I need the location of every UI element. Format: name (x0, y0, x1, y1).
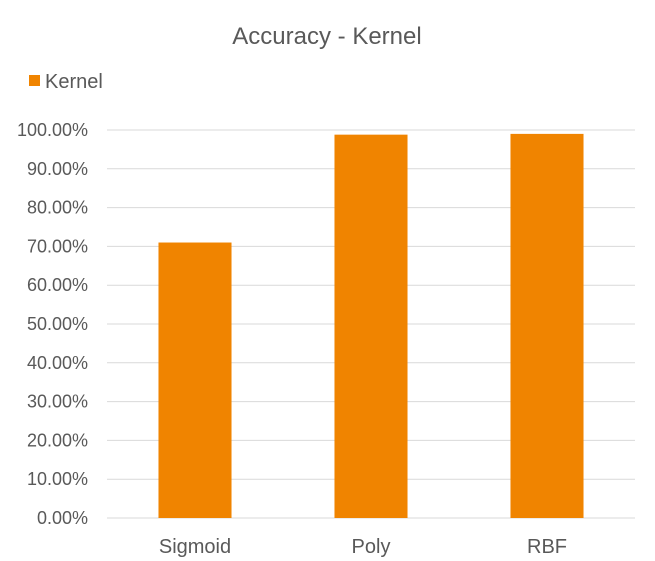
y-tick-label: 50.00% (27, 314, 88, 334)
y-tick-label: 90.00% (27, 159, 88, 179)
y-tick-label: 80.00% (27, 198, 88, 218)
y-tick-label: 20.00% (27, 430, 88, 450)
y-axis-tick-labels: 0.00% 10.00% 20.00% 30.00% 40.00% 50.00% 60.00… (17, 120, 88, 528)
x-category-label-poly: Poly (352, 536, 391, 558)
bar-poly (334, 134, 408, 518)
y-tick-label: 60.00% (27, 275, 88, 295)
legend-swatch-kernel (29, 75, 40, 86)
y-tick-label: 100.00% (17, 120, 88, 140)
x-category-label-rbf: RBF (527, 536, 567, 558)
y-tick-label: 70.00% (27, 236, 88, 256)
y-tick-label: 40.00% (27, 353, 88, 373)
legend: Kernel (29, 71, 103, 93)
x-axis-category-labels: Sigmoid Poly RBF (159, 536, 567, 558)
y-tick-label: 0.00% (37, 508, 88, 528)
bar-sigmoid (158, 242, 232, 518)
bars (158, 133, 584, 518)
y-tick-label: 30.00% (27, 392, 88, 412)
chart-title: Accuracy - Kernel (232, 23, 421, 50)
bar-rbf (510, 133, 584, 518)
legend-label-kernel: Kernel (45, 71, 103, 93)
x-category-label-sigmoid: Sigmoid (159, 536, 231, 558)
y-tick-label: 10.00% (27, 469, 88, 489)
